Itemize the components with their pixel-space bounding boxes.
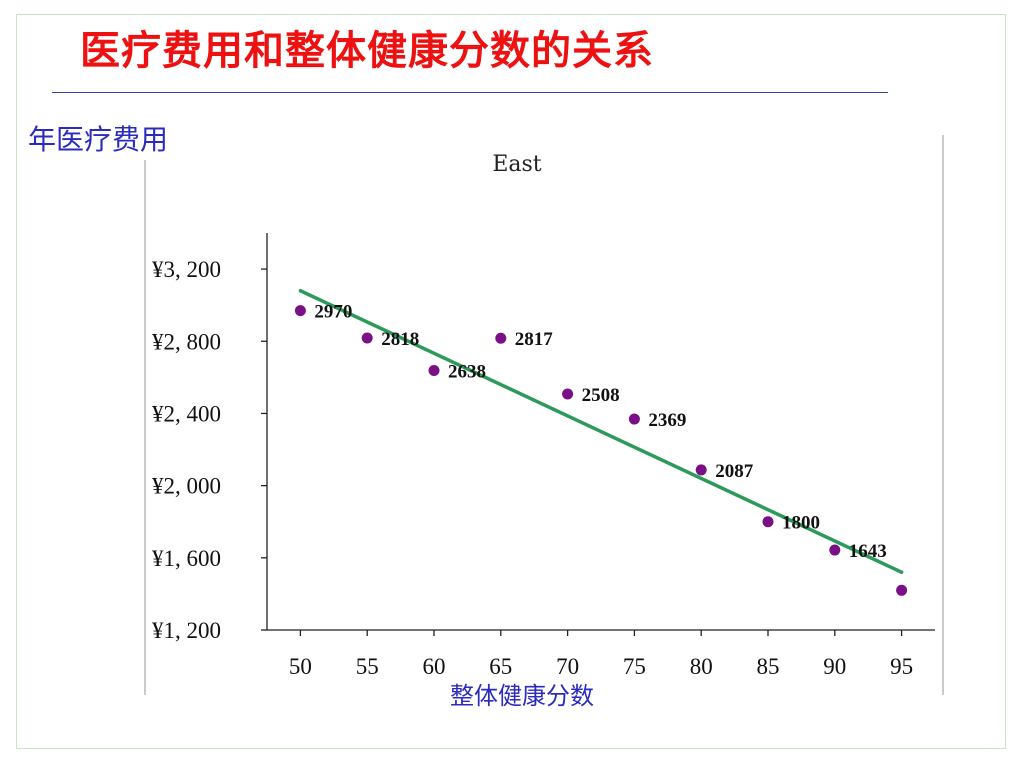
x-tick-label: 50 <box>289 654 312 679</box>
data-label: 2508 <box>582 385 620 406</box>
y-tick-label: ¥3, 200 <box>152 257 221 282</box>
x-tick-label: 85 <box>757 654 780 679</box>
slide-frame <box>16 14 1006 749</box>
y-tick-label: ¥2, 400 <box>152 401 221 426</box>
slide-title: 医疗费用和整体健康分数的关系 <box>80 28 654 74</box>
chart-title: East <box>492 152 541 177</box>
data-label: 1643 <box>849 541 887 562</box>
x-tick-label: 55 <box>356 654 379 679</box>
x-axis-caption: 整体健康分数 <box>450 682 594 710</box>
y-tick-label: ¥2, 800 <box>152 329 221 354</box>
data-labels: 2970 2818 2638 2817 2508 2369 2087 1800 1643 <box>314 302 886 562</box>
data-label: 2818 <box>381 329 419 350</box>
x-tick-label: 70 <box>556 654 579 679</box>
data-label: 2369 <box>648 410 686 431</box>
scatter-point <box>896 584 908 596</box>
trendline-group <box>298 288 904 575</box>
y-tick-label: ¥2, 000 <box>152 474 221 499</box>
y-axis-caption: 年医疗费用 <box>28 123 169 156</box>
data-label: 2970 <box>314 302 352 323</box>
scatter-point <box>829 544 841 556</box>
scatter-point <box>361 332 373 344</box>
scatter-point <box>628 413 640 425</box>
x-tick-label: 90 <box>823 654 846 679</box>
trendline <box>298 288 904 575</box>
x-axis-ticks: 50 55 60 65 70 75 80 85 90 95 <box>289 630 913 679</box>
x-tick-label: 60 <box>423 654 446 679</box>
scatter-point <box>428 365 440 377</box>
x-tick-label: 80 <box>690 654 713 679</box>
scatter-point <box>562 388 574 400</box>
x-tick-label: 75 <box>623 654 646 679</box>
y-tick-label: ¥1, 200 <box>152 618 221 643</box>
data-label: 2087 <box>715 461 754 482</box>
scatter-point <box>294 305 306 317</box>
scatter-point <box>762 516 774 528</box>
data-label: 2638 <box>448 362 486 383</box>
data-label: 2817 <box>515 329 554 350</box>
scatter-point <box>495 332 507 344</box>
x-tick-label: 95 <box>890 654 913 679</box>
x-tick-label: 65 <box>489 654 512 679</box>
y-axis-ticks: ¥1, 200 ¥1, 600 ¥2, 000 ¥2, 400 ¥2, 800 ¥3, 2… <box>152 257 267 643</box>
title-divider <box>52 92 888 93</box>
data-label: 1800 <box>782 513 820 534</box>
scatter-points <box>294 305 908 596</box>
scatter-point <box>695 464 707 476</box>
y-tick-label: ¥1, 600 <box>152 546 221 571</box>
